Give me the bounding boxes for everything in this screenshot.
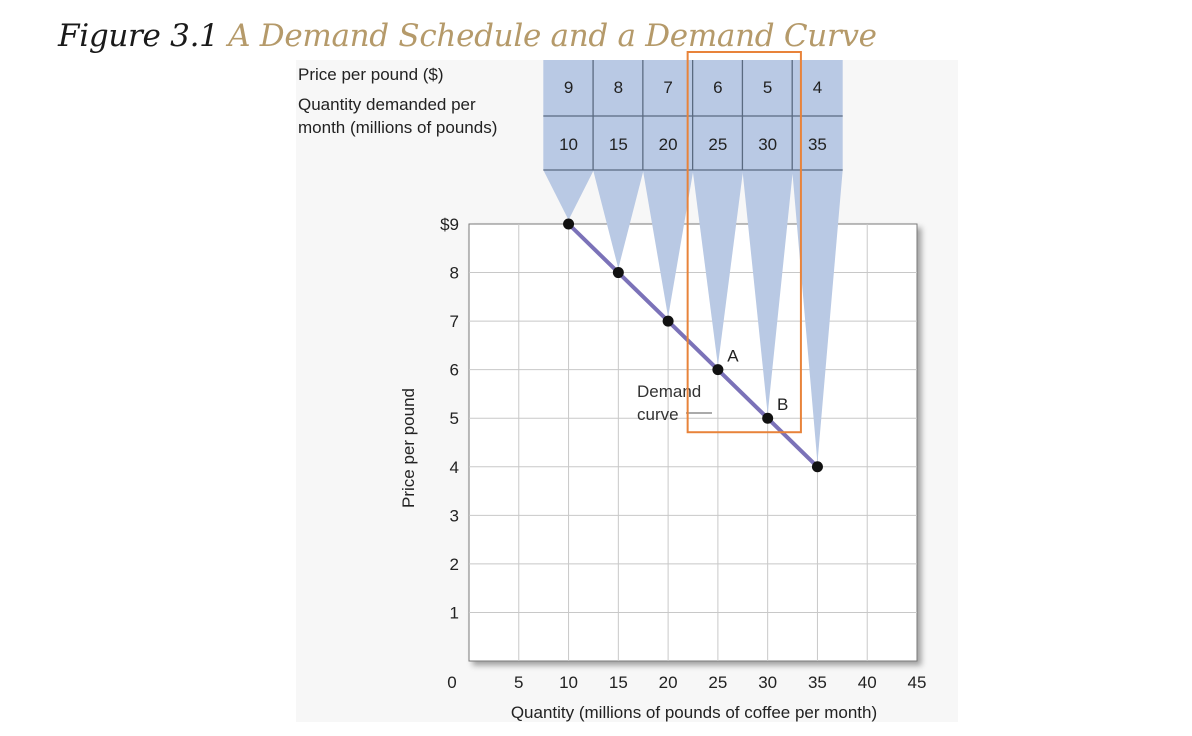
schedule-funnel [692, 170, 744, 366]
y-tick-label: 7 [450, 312, 459, 331]
schedule-funnel [593, 170, 644, 269]
demand-point [811, 461, 823, 473]
figure-caption: A Demand Schedule and a Demand Curve [228, 18, 877, 54]
point-label-b: B [777, 395, 788, 414]
schedule-price-value: 8 [614, 78, 623, 97]
schedule-table-lines [543, 60, 843, 171]
schedule-quantity-value: 35 [808, 135, 827, 154]
schedule-price-value: 6 [713, 78, 722, 97]
highlight-box [686, 51, 802, 434]
x-tick-label: 5 [514, 673, 523, 692]
demand-curve [567, 222, 819, 469]
schedule-column [692, 60, 744, 170]
x-tick-label: 10 [559, 673, 578, 692]
x-tick-label: 0 [447, 673, 456, 692]
x-tick-label: 40 [858, 673, 877, 692]
plot-area [468, 223, 918, 662]
curve-label-line1: Demand [637, 382, 701, 401]
x-tick-label: 20 [659, 673, 678, 692]
figure-title: Figure 3.1 A Demand Schedule and a Deman… [58, 18, 877, 54]
schedule-funnel [742, 170, 793, 415]
point-label-a: A [727, 347, 739, 366]
x-tick-label: 25 [708, 673, 727, 692]
schedule-bands [543, 60, 843, 463]
schedule-quantity-value: 20 [659, 135, 678, 154]
schedule-quantity-label-line2: month (millions of pounds) [298, 118, 497, 137]
schedule-funnel [642, 170, 694, 318]
schedule-quantity-value: 30 [758, 135, 777, 154]
y-tick-label: 8 [450, 264, 459, 283]
schedule-column [742, 60, 793, 170]
demand-point [563, 218, 575, 230]
y-tick-label: 2 [450, 555, 459, 574]
x-tick-label: 30 [758, 673, 777, 692]
schedule-quantity-label-line1: Quantity demanded per [298, 95, 476, 114]
demand-point [712, 364, 724, 376]
schedule-column [642, 60, 694, 170]
highlight-rectangle [686, 51, 802, 434]
y-tick-label: $9 [440, 215, 459, 234]
schedule-funnel [792, 170, 843, 463]
schedule-price-value: 7 [663, 78, 672, 97]
x-tick-label: 15 [609, 673, 628, 692]
schedule-quantity-value: 25 [708, 135, 727, 154]
demand-curve-line [567, 222, 819, 469]
schedule-quantity-value: 10 [559, 135, 578, 154]
y-tick-label: 1 [450, 603, 459, 622]
demand-point [612, 267, 624, 279]
curve-label-line2: curve [637, 405, 679, 424]
schedule-price-value: 4 [813, 78, 822, 97]
demand-points: AB [563, 218, 823, 473]
y-tick-label: 6 [450, 361, 459, 380]
demand-point [762, 412, 774, 424]
demand-point [662, 315, 674, 327]
schedule-price-value: 5 [763, 78, 772, 97]
y-tick-label: 3 [450, 506, 459, 525]
schedule-price-value: 9 [564, 78, 573, 97]
schedule-table-values: 9 10 8 15 7 20 6 25 5 30 4 35 [559, 78, 827, 154]
schedule-quantity-value: 15 [609, 135, 628, 154]
figure-number: Figure 3.1 [58, 18, 219, 54]
y-tick-label: 5 [450, 409, 459, 428]
schedule-funnel [543, 170, 594, 220]
schedule-column [543, 60, 594, 170]
schedule-price-label: Price per pound ($) [298, 65, 444, 84]
y-axis-label: Price per pound [399, 388, 418, 508]
grid [469, 224, 917, 661]
x-tick-label: 35 [808, 673, 827, 692]
y-tick-label: 4 [450, 458, 459, 477]
schedule-column [593, 60, 644, 170]
x-axis-label: Quantity (millions of pounds of coffee p… [511, 703, 877, 722]
x-tick-label: 45 [908, 673, 927, 692]
